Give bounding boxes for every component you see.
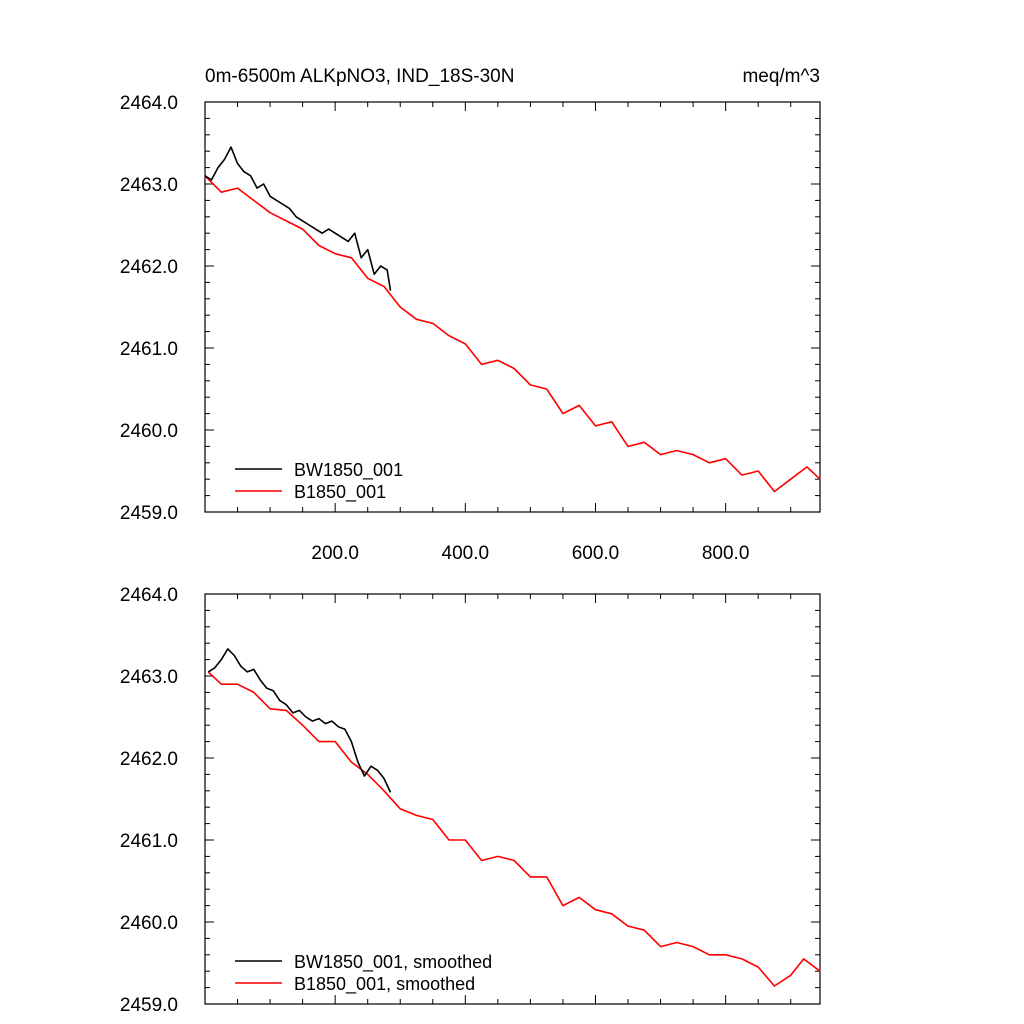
series-line-b1850-001 <box>204 175 821 493</box>
bottom-axis-ticks: 2464.0 2463.0 2462.0 2461.0 2460.0 2459.0 <box>120 585 820 1016</box>
series-line-bw1850-001-smoothed <box>207 648 392 793</box>
x-tick-label: 800.0 <box>702 543 750 564</box>
bottom-series-group <box>207 648 821 987</box>
y-tick-label: 2459.0 <box>120 503 178 524</box>
y-tick-label: 2464.0 <box>120 585 178 606</box>
y-tick-label: 2461.0 <box>120 339 178 360</box>
top-plot-frame <box>204 101 821 513</box>
top-axis-ticks: 2464.0 2463.0 2462.0 2461.0 2460.0 2459.0 200.… <box>120 93 820 564</box>
legend-label-bw1850: BW1850_001 <box>294 460 403 481</box>
bottom-plot-panel: 2464.0 2463.0 2462.0 2461.0 2460.0 2459.0 BW1… <box>120 585 821 1016</box>
y-tick-label: 2462.0 <box>120 257 178 278</box>
y-tick-label: 2460.0 <box>120 913 178 934</box>
units-label: meq/m^3 <box>742 66 820 87</box>
legend-label-b1850: B1850_001 <box>294 482 386 503</box>
y-tick-label: 2463.0 <box>120 667 178 688</box>
plot-title: 0m-6500m ALKpNO3, IND_18S-30N <box>205 66 514 87</box>
y-tick-label: 2464.0 <box>120 93 178 114</box>
x-tick-label: 400.0 <box>442 543 490 564</box>
y-tick-label: 2461.0 <box>120 831 178 852</box>
top-series-group <box>204 146 821 493</box>
y-tick-label: 2460.0 <box>120 421 178 442</box>
x-tick-label: 600.0 <box>572 543 620 564</box>
legend-label-bw1850-smoothed: BW1850_001, smoothed <box>294 952 492 973</box>
y-tick-label: 2462.0 <box>120 749 178 770</box>
x-tick-label: 200.0 <box>311 543 359 564</box>
top-plot-panel: 0m-6500m ALKpNO3, IND_18S-30N meq/m^3 24… <box>120 66 821 564</box>
y-tick-label: 2459.0 <box>120 995 178 1016</box>
bottom-legend: BW1850_001, smoothed B1850_001, smoothed <box>235 952 492 995</box>
y-tick-label: 2463.0 <box>120 175 178 196</box>
series-line-b1850-001-smoothed <box>207 671 821 987</box>
bottom-plot-frame <box>204 593 821 1005</box>
legend-label-b1850-smoothed: B1850_001, smoothed <box>294 974 475 995</box>
series-line-bw1850-001 <box>204 146 392 291</box>
top-legend: BW1850_001 B1850_001 <box>235 460 403 503</box>
